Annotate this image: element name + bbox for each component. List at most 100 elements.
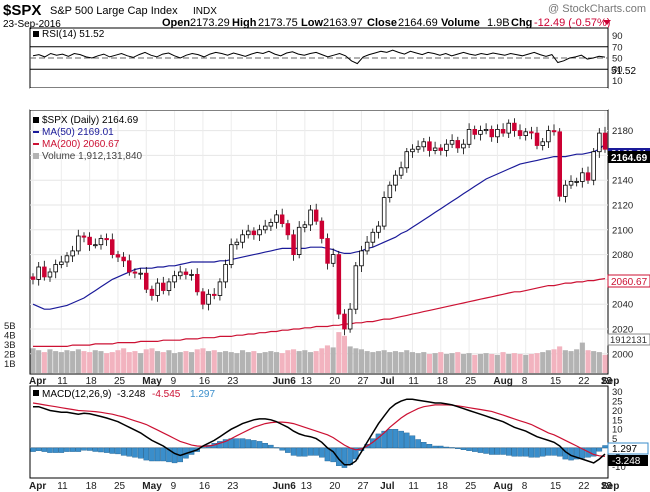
price-tick-label: 2040 bbox=[612, 300, 633, 311]
candle bbox=[262, 225, 268, 231]
volume-bar bbox=[75, 349, 81, 374]
volume-bar bbox=[217, 352, 223, 373]
macd-hist-bar bbox=[217, 441, 223, 449]
volume-bar bbox=[574, 349, 580, 374]
volume-bar bbox=[177, 352, 183, 373]
macd-hist-bar bbox=[573, 447, 580, 460]
volume-bar bbox=[421, 352, 427, 373]
candle bbox=[87, 236, 92, 245]
volume-bar bbox=[534, 353, 540, 373]
x-tick-label: 8 bbox=[522, 376, 528, 387]
volume-bar bbox=[472, 354, 478, 373]
macd-hist-bar bbox=[556, 447, 563, 457]
macd-hist-bar bbox=[171, 447, 178, 464]
volume-bar bbox=[240, 350, 246, 373]
macd-hist-bar bbox=[285, 447, 291, 453]
macd-hist-bar bbox=[483, 447, 489, 454]
rsi-legend: RSI(14) 51.52 bbox=[33, 29, 105, 40]
candle bbox=[200, 291, 206, 305]
x-tick-label: 9 bbox=[171, 376, 177, 387]
candle bbox=[291, 234, 296, 256]
macd-tick-label: 25 bbox=[612, 397, 623, 408]
candle bbox=[472, 128, 477, 135]
candle bbox=[449, 140, 455, 145]
macd-hist-bar bbox=[398, 430, 404, 449]
volume-bar bbox=[126, 352, 132, 373]
x-tick-label: 23 bbox=[227, 376, 239, 387]
macd-hist-bar bbox=[347, 447, 353, 465]
macd-hist-bar bbox=[381, 430, 387, 449]
candle bbox=[568, 180, 574, 186]
macd-hist-bar bbox=[460, 447, 467, 450]
candle bbox=[183, 271, 189, 275]
macd-hist-bar bbox=[256, 441, 263, 449]
volume-legend-swatch bbox=[33, 153, 39, 159]
candle bbox=[359, 250, 364, 267]
macd-hist-bar bbox=[506, 447, 512, 456]
rsi-tick-label: 10 bbox=[612, 76, 623, 87]
candle bbox=[143, 272, 149, 290]
candle bbox=[223, 264, 228, 283]
candle bbox=[574, 180, 579, 183]
volume-bar bbox=[500, 352, 506, 373]
volume-bar bbox=[596, 352, 602, 373]
volume-bar bbox=[540, 352, 546, 373]
macd-hist-bar bbox=[149, 447, 155, 462]
candle bbox=[228, 244, 234, 265]
macd-panel bbox=[29, 385, 609, 479]
price-tick-label: 2080 bbox=[612, 250, 633, 261]
volume-bar bbox=[64, 350, 70, 373]
volume-bar bbox=[279, 353, 285, 373]
volume-bar bbox=[92, 350, 98, 373]
candle bbox=[268, 221, 274, 227]
macd-hist-bar bbox=[534, 447, 540, 458]
volume-bar bbox=[409, 352, 415, 373]
rsi-legend-swatch bbox=[33, 31, 39, 37]
volume-label: Volume bbox=[441, 17, 480, 29]
x-tick-label: 18 bbox=[86, 481, 98, 492]
price-legend-swatch bbox=[33, 117, 39, 123]
candle bbox=[42, 266, 47, 278]
candle bbox=[104, 238, 109, 241]
volume-bar bbox=[494, 354, 500, 373]
macd-hist-bar bbox=[132, 447, 138, 458]
candle bbox=[330, 254, 336, 264]
price-tick-label: 2140 bbox=[612, 176, 633, 187]
x-tick-label: 18 bbox=[86, 376, 98, 387]
candle bbox=[285, 223, 291, 236]
macd-hist-bar bbox=[222, 439, 229, 449]
x-tick-label: Apr bbox=[29, 376, 46, 387]
volume-bar bbox=[460, 354, 466, 373]
x-tick-label: 18 bbox=[437, 481, 449, 492]
volume-bar bbox=[183, 351, 189, 373]
macd-tick-label: -10 bbox=[612, 462, 626, 473]
volume-bar bbox=[404, 350, 410, 373]
macd-hist-bar bbox=[30, 447, 36, 452]
macd-hist-bar bbox=[375, 433, 382, 449]
candle bbox=[512, 122, 517, 131]
candle bbox=[217, 281, 223, 296]
volume-bar bbox=[234, 353, 240, 373]
rsi-legend-text: RSI(14) 51.52 bbox=[42, 29, 105, 40]
volume-bar bbox=[489, 354, 495, 373]
macd-hist-bar bbox=[52, 447, 59, 453]
macd-hist-bar bbox=[579, 447, 586, 459]
macd-hist-bar bbox=[449, 447, 455, 449]
volume-bar bbox=[274, 352, 280, 373]
x-tick-label: 20 bbox=[329, 376, 341, 387]
volume-bar bbox=[551, 349, 557, 374]
candle bbox=[127, 260, 132, 273]
macd-legend-swatch bbox=[33, 390, 39, 396]
macd-hist-bar bbox=[92, 447, 98, 452]
macd-hist-bar bbox=[392, 429, 399, 449]
candle bbox=[483, 128, 489, 131]
volume-bar bbox=[506, 354, 512, 373]
macd-hist-bar bbox=[81, 447, 87, 451]
x-tick-label: 13 bbox=[301, 481, 313, 492]
x-tick-label: 23 bbox=[227, 481, 239, 492]
macd-hist-bar bbox=[443, 446, 450, 449]
rsi-value-tag: 51.52 bbox=[611, 66, 636, 77]
volume-bar bbox=[121, 348, 127, 373]
candle bbox=[206, 293, 211, 305]
